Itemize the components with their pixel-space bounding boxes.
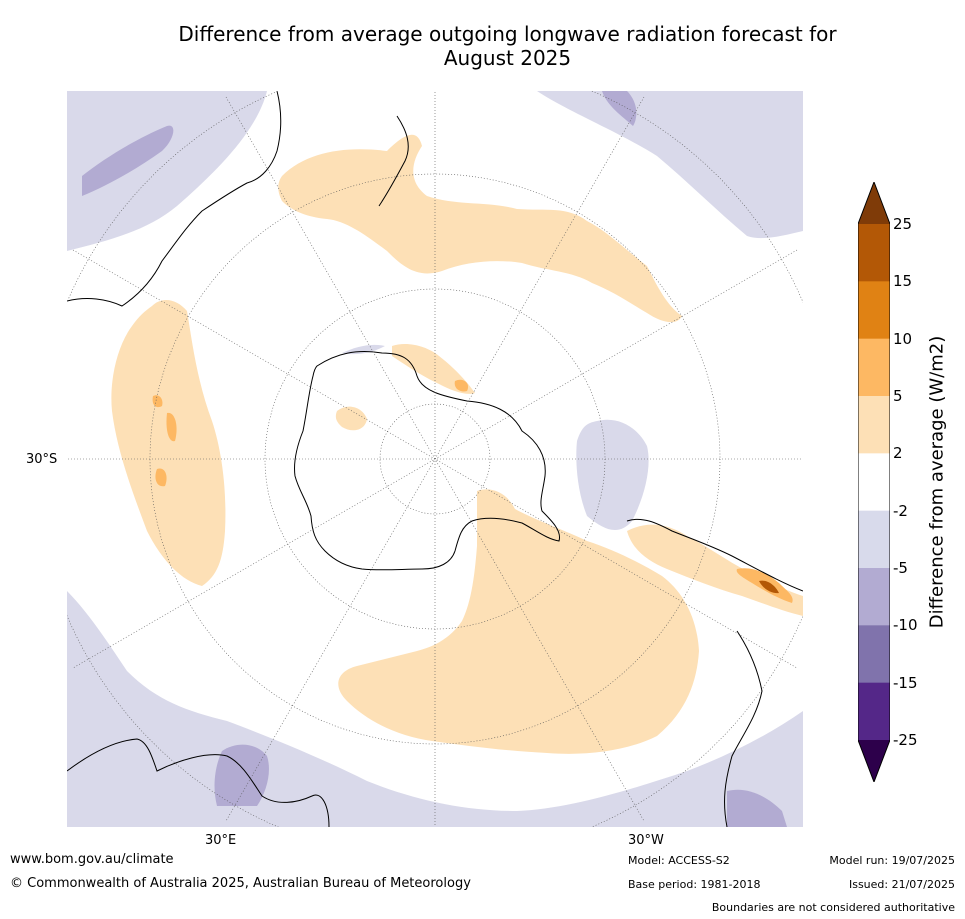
colorbar-band [858, 625, 890, 684]
colorbar-tick-label: 25 [893, 215, 913, 233]
footer-model-run: Model run: 19/07/2025 [829, 854, 955, 867]
colorbar-tick-label: -5 [893, 559, 908, 577]
anomaly-pos-southern-band [338, 489, 699, 754]
footer-model: Model: ACCESS-S2 [628, 854, 730, 867]
colorbar-tick-label: -15 [893, 673, 918, 692]
anomaly-pos-east-peak [759, 580, 779, 594]
colorbar-tick-label: 15 [893, 272, 913, 291]
south-america-coastline [626, 518, 803, 592]
africa-coastline [67, 91, 282, 307]
anomaly-neg-pacific-north [537, 91, 803, 239]
anomaly-neg-indian-north-core [82, 125, 174, 196]
colorbar-bands [858, 224, 890, 741]
colorbar-band [858, 396, 890, 454]
anomaly-pos-peninsula-core [454, 379, 469, 392]
colorbar-tick-label: 10 [893, 329, 913, 348]
colorbar-band [858, 682, 890, 741]
title-line-2: August 2025 [443, 46, 572, 70]
label-30w: 30°W [628, 833, 664, 848]
antarctica-coastline [294, 351, 561, 571]
south-america-coastline-south [724, 630, 763, 827]
australia-coastline [67, 738, 330, 827]
anomaly-pos-east-band [627, 524, 803, 616]
footer-copyright: © Commonwealth of Australia 2025, Austra… [10, 876, 471, 891]
anomaly-pos-western-core-1 [152, 395, 163, 408]
colorbar-over-arrow [858, 182, 890, 224]
colorbar-band [858, 281, 890, 340]
anomaly-neg-pacific-north-core [602, 91, 637, 126]
anomaly-neg-south-east-core [727, 789, 787, 827]
colorbar-band [858, 453, 890, 512]
footer-base-period: Base period: 1981-2018 [628, 878, 761, 891]
footer-url: www.bom.gov.au/climate [10, 852, 174, 867]
colorbar-under-arrow [858, 740, 890, 782]
colorbar-band [858, 224, 890, 282]
anomaly-pos-western-core-2 [166, 412, 177, 442]
colorbar-band [858, 510, 890, 569]
anomaly-pos-western-band [111, 299, 226, 586]
colorbar-band [858, 338, 890, 397]
colorbar-tick-label: -10 [893, 616, 918, 635]
graticule [67, 91, 803, 827]
anomaly-pos-peninsula-arc [392, 344, 475, 394]
label-30e: 30°E [205, 833, 237, 848]
anomaly-neg-south-core [214, 744, 269, 806]
colorbar-band [858, 568, 890, 626]
anomaly-pos-western-core-3 [155, 468, 167, 487]
anomaly-pos-northern-band [278, 134, 682, 323]
title-line-1: Difference from average outgoing longwav… [178, 22, 837, 46]
label-30s: 30°S [26, 452, 58, 467]
colorbar-tick-label: -2 [893, 501, 908, 520]
anomaly-neg-antarctic-fringe [342, 344, 385, 355]
footer-issued: Issued: 21/07/2025 [848, 878, 955, 891]
colorbar-title: Difference from average (W/m2) [926, 335, 948, 629]
new-zealand-coastline [378, 115, 409, 207]
colorbar-tick-label: 5 [893, 387, 903, 405]
footer-boundaries: Boundaries are not considered authoritat… [711, 901, 955, 914]
colorbar [858, 182, 890, 782]
anomaly-neg-indian-north [67, 91, 267, 251]
polar-map [67, 91, 803, 827]
colorbar-tick-label: -25 [893, 731, 918, 749]
chart-title: Difference from average outgoing longwav… [130, 22, 885, 70]
anomaly-neg-atlantic-east [576, 419, 649, 531]
anomaly-pos-inner-small [335, 406, 367, 431]
colorbar-tick-label: 2 [893, 444, 903, 463]
